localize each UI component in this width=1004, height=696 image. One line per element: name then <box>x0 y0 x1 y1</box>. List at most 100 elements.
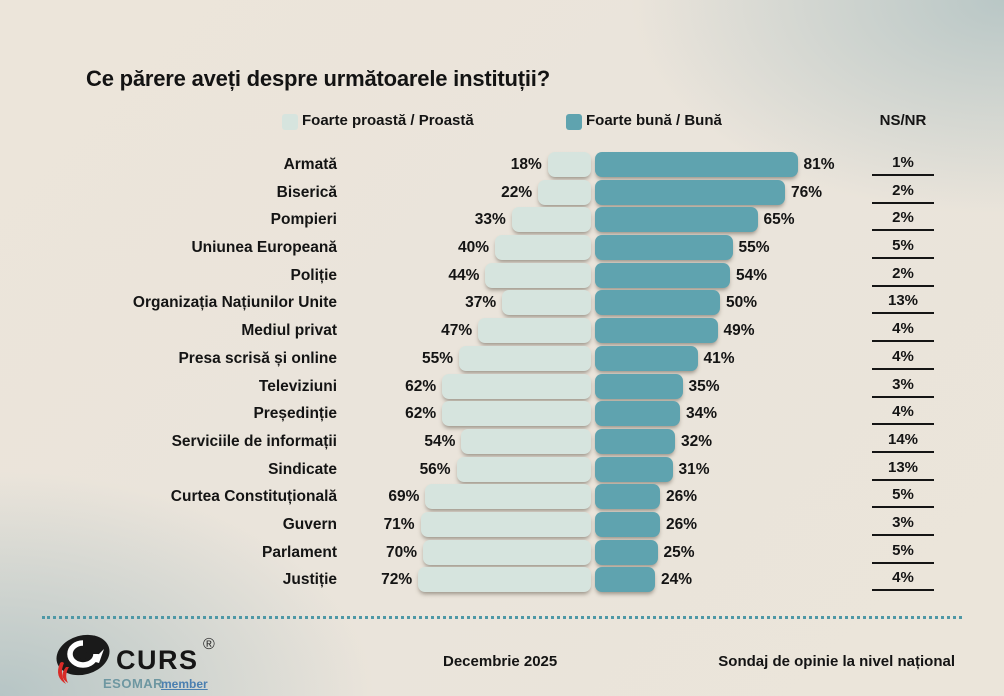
bad-value-label: 56% <box>419 460 451 478</box>
row-label: Poliție <box>290 266 337 284</box>
row-label: Guvern <box>282 515 337 533</box>
esomar-label: ESOMAR <box>103 676 164 691</box>
good-value-label: 50% <box>726 294 758 312</box>
nsnr-value: 4% <box>872 568 934 592</box>
row-label: Organizația Națiunilor Unite <box>132 294 337 312</box>
nsnr-value: 3% <box>872 513 934 536</box>
good-bar <box>595 152 798 177</box>
good-value-label: 55% <box>738 239 770 257</box>
row-label: Biserică <box>276 183 337 201</box>
row-label: Parlament <box>262 543 337 561</box>
row-label: Pompieri <box>270 211 337 229</box>
chart-row: Parlament 70% 25% 5% <box>0 539 1004 567</box>
legend-swatch-bad <box>282 114 298 130</box>
bad-bar <box>425 484 591 510</box>
good-value-label: 34% <box>686 405 718 423</box>
good-value-label: 81% <box>803 156 835 173</box>
bad-bar <box>511 207 591 233</box>
survey-scope-label: Sondaj de opinie la nivel național <box>718 653 955 670</box>
bad-bar <box>418 567 591 593</box>
nsnr-value: 1% <box>872 153 934 176</box>
row-label: Serviciile de informații <box>171 432 337 450</box>
chart-row: Organizația Națiunilor Unite 37% 50% 13% <box>0 289 1004 317</box>
nsnr-value: 13% <box>872 458 934 481</box>
row-label: Președinție <box>253 405 337 423</box>
good-bar <box>595 290 720 316</box>
nsnr-value: 4% <box>872 402 934 426</box>
good-value-label: 31% <box>678 460 710 478</box>
good-value-label: 35% <box>688 377 720 395</box>
good-value-label: 24% <box>661 571 693 589</box>
nsnr-value: 2% <box>872 264 934 287</box>
bad-value-label: 55% <box>421 349 453 367</box>
nsnr-value: 4% <box>872 319 934 343</box>
chart-row: Presa scrisă și online 55% 41% 4% <box>0 345 1004 373</box>
chart-row: Poliție 44% 54% 2% <box>0 262 1004 290</box>
good-bar <box>595 539 658 565</box>
bad-value-label: 62% <box>405 405 437 423</box>
bad-value-label: 47% <box>441 322 473 340</box>
nsnr-value: 2% <box>872 181 934 204</box>
good-value-label: 26% <box>666 488 698 506</box>
bad-value-label: 37% <box>465 294 497 312</box>
chart-row: Curtea Constituțională 69% 26% 5% <box>0 483 1004 511</box>
legend-swatch-good <box>566 114 582 130</box>
good-bar <box>595 456 673 482</box>
bad-bar <box>442 373 591 399</box>
legend-label-bad: Foarte proastă / Proastă <box>302 112 474 129</box>
bad-value-label: 18% <box>510 156 542 173</box>
chart-row: Sindicate 56% 31% 13% <box>0 456 1004 484</box>
registered-mark: ® <box>203 636 215 653</box>
bad-bar <box>459 345 591 371</box>
good-value-label: 49% <box>723 322 755 340</box>
good-value-label: 26% <box>666 515 698 533</box>
bad-value-label: 71% <box>383 515 415 533</box>
good-bar <box>595 235 733 261</box>
nsnr-value: 3% <box>872 375 934 398</box>
nsnr-value: 5% <box>872 236 934 260</box>
date-label: Decembrie 2025 <box>443 653 558 670</box>
curs-logo-swoosh-icon <box>56 634 110 684</box>
bad-bar <box>461 428 591 454</box>
bad-value-label: 54% <box>424 432 456 450</box>
chart-row: Uniunea Europeană 40% 55% 5% <box>0 234 1004 262</box>
nsnr-value: 5% <box>872 485 934 509</box>
chart-row: Justiție 72% 24% 4% <box>0 566 1004 594</box>
bad-bar <box>420 511 591 537</box>
bad-bar <box>547 152 591 177</box>
row-label: Presa scrisă și online <box>178 349 337 367</box>
bad-value-label: 69% <box>388 488 420 506</box>
good-bar <box>595 484 660 510</box>
nsnr-value: 13% <box>872 291 934 315</box>
chart-row: Serviciile de informații 54% 32% 14% <box>0 428 1004 456</box>
bad-value-label: 22% <box>501 183 533 201</box>
row-label: Armată <box>283 156 337 173</box>
bad-value-label: 62% <box>405 377 437 395</box>
row-label: Mediul privat <box>241 322 337 340</box>
good-bar <box>595 318 718 344</box>
bad-bar <box>478 318 591 344</box>
good-bar <box>595 567 655 593</box>
good-value-label: 32% <box>681 432 713 450</box>
good-bar <box>595 511 660 537</box>
chart-row: Guvern 71% 26% 3% <box>0 511 1004 539</box>
chart-row: Biserică 22% 76% 2% <box>0 179 1004 207</box>
bad-bar <box>495 235 591 261</box>
row-label: Justiție <box>282 571 337 589</box>
good-bar <box>595 207 758 233</box>
good-value-label: 65% <box>763 211 795 229</box>
bad-value-label: 44% <box>448 266 480 284</box>
nsnr-value: 5% <box>872 541 934 564</box>
row-label: Sindicate <box>268 460 337 478</box>
bad-bar <box>456 456 591 482</box>
good-bar <box>595 262 730 288</box>
chart-row: Președinție 62% 34% 4% <box>0 400 1004 428</box>
row-label: Televiziuni <box>258 377 337 395</box>
bad-value-label: 40% <box>457 239 489 257</box>
row-label: Curtea Constituțională <box>170 488 337 506</box>
bad-value-label: 70% <box>385 543 417 561</box>
row-label: Uniunea Europeană <box>191 239 337 257</box>
footer-divider <box>42 616 962 619</box>
page-title: Ce părere aveți despre următoarele insti… <box>86 66 550 91</box>
